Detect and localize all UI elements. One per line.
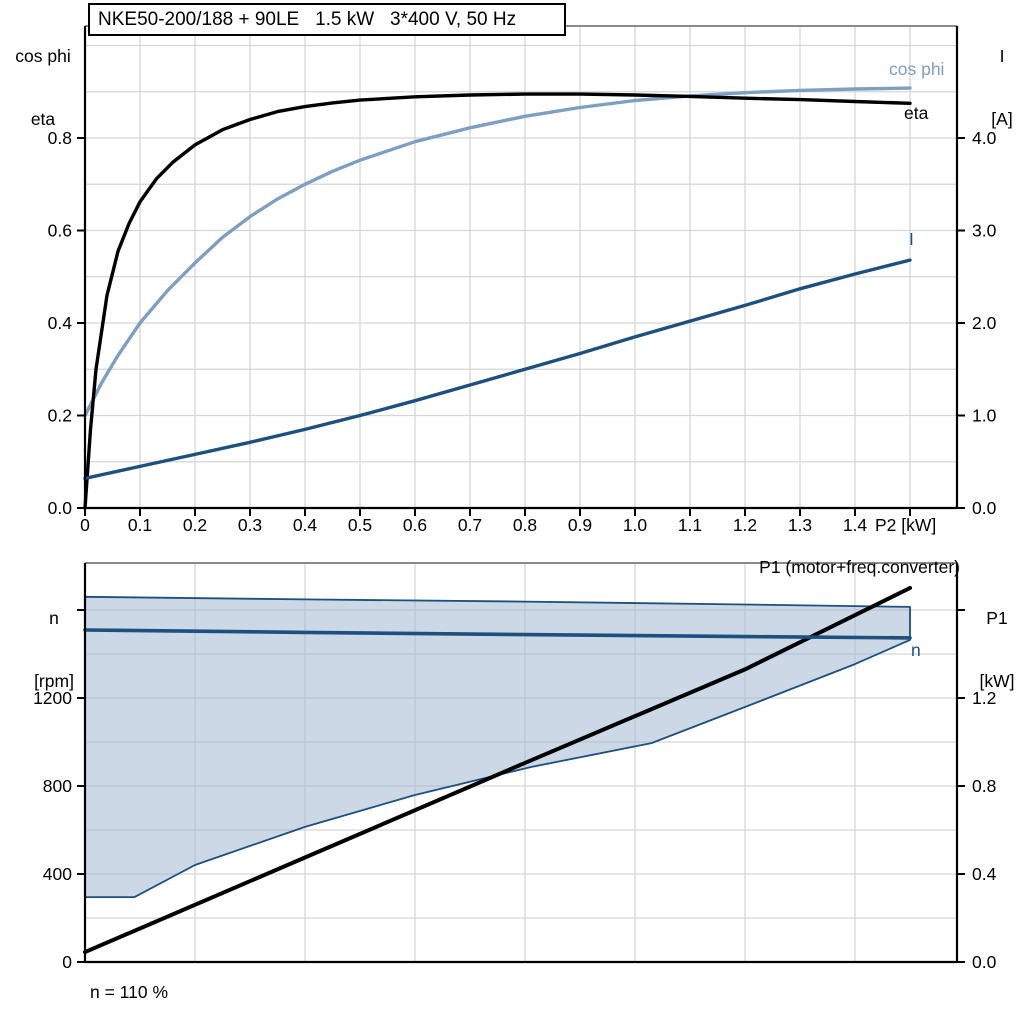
top-right-tick-label: 4.0 (972, 128, 997, 148)
right-axis-label-A: [A] (991, 109, 1013, 129)
top-left-tick-label: 0.0 (48, 498, 73, 518)
eta-curve (83, 92, 912, 510)
speed-range-envelope (84, 595, 911, 898)
top-x-tick-label: 1.3 (788, 515, 812, 535)
top-left-tick-label: 0.8 (48, 128, 72, 148)
bottom-right-tick-label: 0.4 (972, 864, 997, 884)
top-x-tick-label: 0.6 (403, 515, 427, 535)
top-left-tick-label: 0.4 (48, 313, 73, 333)
eta-curve-label: eta (904, 103, 929, 123)
bottom-right-tick-label: 1.2 (972, 688, 996, 708)
bottom-right-tick-label: 0.0 (972, 952, 997, 972)
cos-phi-curve (83, 86, 912, 418)
left-axis-label-n: n (49, 608, 59, 628)
n-curve-label: n (911, 640, 921, 660)
top-x-axis-unit: P2 [kW] (875, 515, 936, 535)
top-right-tick-label: 3.0 (972, 221, 997, 241)
right-axis-label-P1: P1 (986, 608, 1008, 628)
top-left-axis-label: cos phi eta (6, 4, 80, 172)
top-left-tick-label: 0.6 (48, 221, 72, 241)
bottom-right-tick-label: 0.8 (972, 776, 996, 796)
top-x-tick-label: 1.2 (733, 515, 757, 535)
bottom-left-tick-label: 0 (62, 952, 72, 972)
current-curve (83, 258, 912, 481)
left-axis-label-rpm: [rpm] (34, 671, 74, 691)
bottom-left-tick-label: 1200 (33, 688, 72, 708)
cos-phi-curve-label: cos phi (889, 59, 945, 79)
top-x-tick-label: 0.8 (513, 515, 537, 535)
top-right-tick-label: 2.0 (972, 313, 997, 333)
left-axis-label-cos-phi: cos phi (15, 46, 71, 66)
n-curve (83, 628, 912, 640)
chart-title-box: NKE50-200/188 + 90LE 1.5 kW 3*400 V, 50 … (88, 3, 566, 36)
top-x-tick-label: 0.3 (238, 515, 262, 535)
top-x-tick-label: 0.7 (458, 515, 482, 535)
top-right-axis-label: I [A] (976, 4, 1024, 172)
top-right-tick-label: 0.0 (972, 498, 997, 518)
top-x-tick-label: 0.9 (568, 515, 592, 535)
top-x-tick-label: 0.1 (128, 515, 152, 535)
top-x-tick-label: 0.2 (183, 515, 207, 535)
speed-annotation: n = 110 % (90, 982, 168, 1002)
top-left-tick-label: 0.2 (48, 406, 72, 426)
right-axis-label-kW: [kW] (979, 671, 1015, 691)
bottom-left-tick-label: 400 (43, 864, 72, 884)
bottom-left-tick-label: 800 (43, 776, 72, 796)
p1-line (83, 586, 912, 955)
bottom-left-axis-label: n [rpm] (18, 566, 90, 734)
top-x-tick-label: 1.0 (623, 515, 648, 535)
current-curve-label: I (909, 229, 914, 249)
top-x-tick-label: 0 (80, 515, 90, 535)
right-axis-label-I: I (999, 46, 1005, 66)
top-x-tick-label: 1.4 (843, 515, 868, 535)
bottom-right-axis-label: P1 [kW] (970, 566, 1024, 734)
top-x-tick-label: 0.4 (293, 515, 318, 535)
left-axis-label-eta: eta (30, 109, 56, 129)
top-x-tick-label: 1.1 (678, 515, 702, 535)
p1-curve-label: P1 (motor+freq.converter) (759, 557, 960, 577)
top-right-tick-label: 1.0 (972, 406, 997, 426)
top-x-tick-label: 0.5 (348, 515, 372, 535)
chart-title: NKE50-200/188 + 90LE 1.5 kW 3*400 V, 50 … (98, 8, 517, 30)
